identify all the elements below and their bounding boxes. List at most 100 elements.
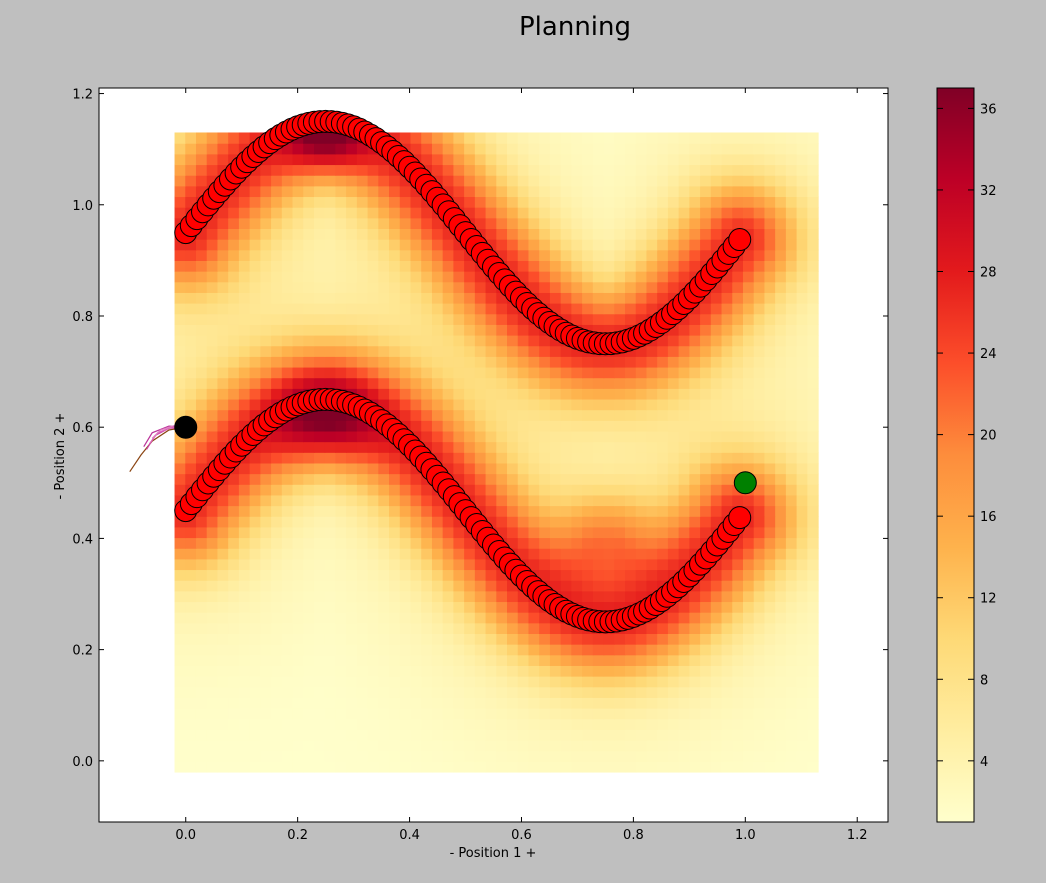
heatmap-cell — [657, 356, 669, 368]
heatmap-cell — [496, 612, 508, 624]
heatmap-cell — [249, 271, 261, 283]
heatmap-cell — [421, 548, 433, 560]
heatmap-cell — [442, 761, 454, 773]
heatmap-cell — [356, 697, 369, 709]
heatmap-cell — [689, 548, 701, 560]
heatmap-cell — [238, 633, 251, 645]
heatmap-cell — [721, 718, 733, 730]
heatmap-cell — [807, 505, 819, 517]
heatmap-cell — [775, 729, 787, 741]
heatmap-cell — [592, 761, 605, 773]
heatmap-cell — [775, 494, 787, 507]
heatmap-cell — [238, 196, 251, 208]
heatmap-cell — [313, 750, 326, 762]
heatmap-cell — [657, 164, 669, 176]
heatmap-cell — [292, 569, 304, 581]
heatmap-cell — [710, 484, 723, 496]
heatmap-cell — [646, 462, 658, 475]
heatmap-cell — [785, 313, 798, 325]
heatmap-cell — [431, 271, 444, 283]
heatmap-cell — [474, 334, 487, 347]
heatmap-cell — [367, 697, 379, 709]
heatmap-cell — [464, 366, 476, 379]
heatmap-cell — [303, 569, 315, 581]
heatmap-cell — [592, 708, 605, 720]
heatmap-cell — [549, 132, 562, 144]
heatmap-cell — [485, 612, 497, 624]
heatmap-cell — [775, 196, 787, 208]
heatmap-cell — [528, 739, 540, 752]
heatmap-cell — [539, 484, 551, 496]
obstacle-markers — [174, 109, 752, 634]
heatmap-cell — [281, 526, 294, 539]
heatmap-cell — [249, 718, 261, 730]
heatmap-cell — [753, 526, 766, 539]
heatmap-cell — [507, 676, 519, 688]
heatmap-cell — [217, 271, 229, 283]
heatmap-cell — [389, 697, 401, 709]
heatmap-cell — [174, 356, 186, 368]
heatmap-cell — [313, 462, 326, 475]
heatmap-cell — [389, 366, 401, 379]
heatmap-cell — [335, 750, 347, 762]
heatmap-cell — [753, 175, 766, 187]
heatmap-cell — [667, 324, 680, 336]
heatmap-cell — [217, 356, 229, 368]
heatmap-cell — [582, 697, 594, 709]
heatmap-cell — [281, 143, 294, 155]
heatmap-cell — [367, 185, 379, 198]
heatmap-cell — [421, 516, 433, 528]
heatmap-cell — [238, 345, 251, 357]
heatmap-cell — [474, 345, 487, 357]
heatmap-cell — [785, 644, 798, 656]
heatmap-cell — [517, 697, 530, 709]
heatmap-cell — [549, 281, 562, 293]
heatmap-cell — [206, 654, 219, 666]
heatmap-cell — [485, 345, 497, 357]
heatmap-cell — [174, 153, 186, 166]
heatmap-cell — [764, 633, 776, 645]
heatmap-cell — [528, 494, 540, 507]
heatmap-cell — [431, 452, 444, 464]
heatmap-cell — [657, 526, 669, 539]
heatmap-cell — [775, 377, 787, 389]
heatmap-cell — [796, 175, 808, 187]
heatmap-cell — [646, 676, 658, 688]
heatmap-cell — [507, 484, 519, 496]
heatmap-cell — [753, 409, 766, 421]
heatmap-cell — [507, 686, 519, 698]
heatmap-cell — [657, 739, 669, 752]
heatmap-cell — [421, 313, 433, 325]
heatmap-cell — [174, 281, 186, 293]
heatmap-cell — [185, 366, 197, 379]
heatmap-cell — [324, 612, 337, 624]
heatmap-cell — [442, 580, 454, 592]
heatmap-cell — [689, 633, 701, 645]
heatmap-cell — [206, 548, 219, 560]
heatmap-cell — [710, 473, 723, 485]
heatmap-cell — [474, 207, 487, 219]
heatmap-cell — [807, 708, 819, 720]
heatmap-cell — [764, 537, 776, 549]
heatmap-cell — [678, 452, 690, 464]
heatmap-cell — [796, 516, 808, 528]
heatmap-cell — [807, 153, 819, 166]
heatmap-cell — [764, 612, 776, 624]
heatmap-cell — [742, 761, 755, 773]
heatmap-cell — [667, 654, 680, 666]
heatmap-cell — [453, 654, 465, 666]
heatmap-cell — [292, 654, 304, 666]
heatmap-cell — [549, 580, 562, 592]
heatmap-cell — [410, 292, 422, 304]
heatmap-cell — [389, 537, 401, 549]
heatmap-cell — [249, 537, 261, 549]
heatmap-cell — [678, 601, 690, 613]
heatmap-cell — [592, 462, 605, 475]
heatmap-cell — [174, 132, 186, 144]
heatmap-cell — [335, 324, 347, 336]
heatmap-cell — [206, 601, 219, 613]
heatmap-cell — [721, 292, 733, 304]
heatmap-cell — [775, 228, 787, 240]
heatmap-cell — [303, 473, 315, 485]
heatmap-cell — [410, 494, 422, 507]
